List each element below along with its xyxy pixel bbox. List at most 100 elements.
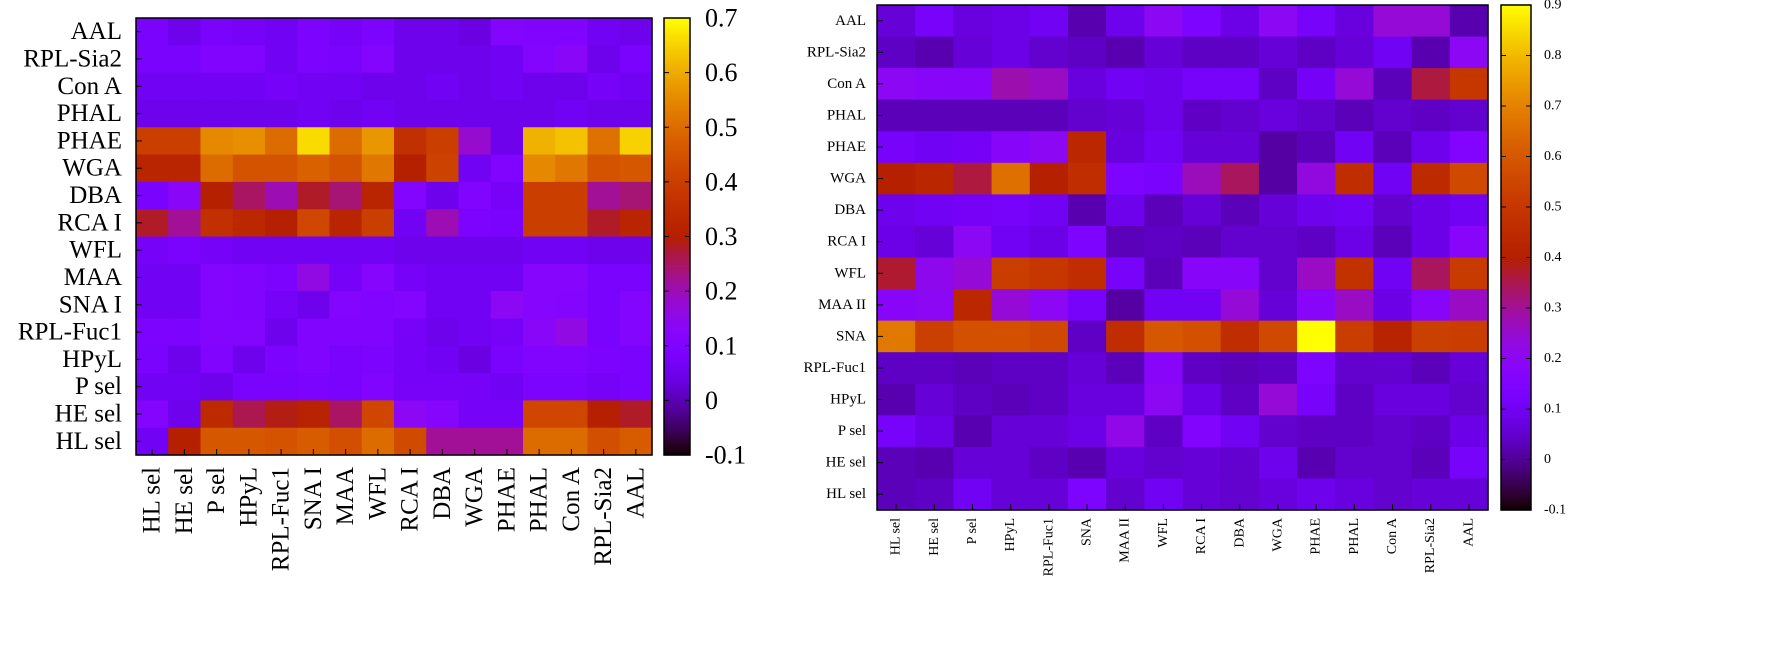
colorbar-segment bbox=[1501, 222, 1531, 226]
colorbar-segment bbox=[664, 240, 690, 244]
heatmap-cell bbox=[1258, 36, 1298, 69]
heatmap-cell bbox=[1106, 415, 1145, 448]
heatmap-cell bbox=[426, 181, 460, 210]
colorbar-segment bbox=[664, 133, 690, 137]
heatmap-cell bbox=[619, 99, 653, 128]
heatmap-cell bbox=[1182, 352, 1222, 385]
heatmap-cell bbox=[458, 127, 492, 156]
colorbar-segment bbox=[1501, 429, 1531, 433]
colorbar-segment bbox=[664, 339, 690, 342]
heatmap-cell bbox=[1297, 446, 1336, 480]
heatmap-cell bbox=[168, 72, 202, 101]
row-label: HL sel bbox=[826, 486, 866, 502]
colorbar-segment bbox=[664, 409, 690, 412]
colorbar-segment bbox=[664, 28, 690, 32]
colorbar-segment bbox=[664, 18, 690, 21]
colorbar-segment bbox=[1501, 343, 1531, 347]
row-label: RPL-Sia2 bbox=[807, 44, 866, 60]
colorbar-segment bbox=[1501, 123, 1531, 127]
colorbar-segment bbox=[1501, 52, 1531, 57]
heatmap-cell bbox=[329, 345, 363, 374]
colorbar-segment bbox=[664, 234, 690, 238]
heatmap-cell bbox=[1373, 415, 1413, 448]
colorbar-segment bbox=[1501, 42, 1531, 47]
heatmap-cell bbox=[1182, 131, 1222, 164]
heatmap-cell bbox=[1144, 5, 1184, 38]
colorbar-segment bbox=[664, 264, 690, 268]
heatmap-cell bbox=[619, 209, 653, 238]
heatmap-cell bbox=[490, 99, 524, 128]
colorbar-segment bbox=[1501, 164, 1531, 168]
heatmap-cell bbox=[915, 257, 954, 290]
heatmap-cell bbox=[1335, 194, 1375, 227]
colorbar-segment bbox=[664, 337, 690, 340]
heatmap-cell bbox=[168, 209, 202, 238]
colorbar-segment bbox=[1501, 146, 1531, 150]
colorbar-segment bbox=[1501, 499, 1531, 504]
heatmap-cell bbox=[1182, 194, 1222, 227]
heatmap-cell bbox=[329, 45, 363, 74]
heatmap-cell bbox=[1297, 194, 1336, 227]
colorbar-segment bbox=[664, 347, 690, 351]
heatmap-cell bbox=[329, 99, 363, 128]
colorbar-segment bbox=[664, 376, 690, 380]
heatmap-cell bbox=[1258, 225, 1298, 259]
heatmap-cell bbox=[426, 318, 460, 347]
colorbar-segment bbox=[664, 236, 690, 240]
colorbar-segment bbox=[664, 59, 690, 63]
heatmap-cell bbox=[1411, 352, 1451, 385]
heatmap-cell bbox=[329, 236, 363, 265]
colorbar-segment bbox=[664, 199, 690, 203]
heatmap-cell bbox=[1411, 257, 1451, 290]
colorbar-segment bbox=[1501, 121, 1531, 125]
colorbar-segment bbox=[664, 413, 690, 417]
colorbar-segment bbox=[1501, 35, 1531, 39]
heatmap-cell bbox=[458, 72, 492, 101]
heatmap-cell bbox=[168, 318, 202, 347]
colorbar-segment bbox=[664, 42, 690, 45]
colorbar-segment bbox=[1501, 260, 1531, 264]
heatmap-cell bbox=[490, 400, 524, 429]
heatmap-cell bbox=[1182, 289, 1222, 322]
colorbar-segment bbox=[664, 415, 690, 419]
colorbar-segment bbox=[664, 66, 690, 69]
heatmap-cell bbox=[991, 131, 1031, 164]
colorbar-segment bbox=[664, 164, 690, 168]
heatmap-cell bbox=[200, 18, 234, 46]
heatmap-cell bbox=[953, 257, 993, 290]
heatmap-cell bbox=[523, 318, 556, 347]
colorbar-segment bbox=[664, 260, 690, 264]
heatmap-cell bbox=[1144, 320, 1184, 353]
heatmap-cell bbox=[458, 291, 492, 320]
heatmap-cell bbox=[426, 127, 460, 156]
heatmap-cell bbox=[200, 345, 234, 374]
column-label: RPL-Sia2 bbox=[1423, 518, 1438, 573]
column-label: HPyL bbox=[1003, 518, 1018, 551]
colorbar-segment bbox=[1501, 426, 1531, 430]
colorbar-segment bbox=[664, 72, 690, 76]
colorbar-segment bbox=[1501, 416, 1531, 420]
colorbar-segment bbox=[1501, 85, 1531, 89]
colorbar-segment bbox=[664, 208, 690, 211]
heatmap-cell bbox=[490, 209, 524, 238]
heatmap-cell bbox=[1029, 99, 1069, 132]
heatmap-cell bbox=[1029, 289, 1069, 322]
heatmap-cell bbox=[1220, 131, 1260, 164]
heatmap-cell bbox=[329, 72, 363, 101]
heatmap-cell bbox=[426, 72, 460, 101]
heatmap-cell bbox=[523, 291, 556, 320]
heatmap-cell bbox=[329, 209, 363, 238]
colorbar-segment bbox=[664, 284, 690, 288]
heatmap-cell bbox=[953, 320, 993, 353]
colorbar-segment bbox=[1501, 489, 1531, 493]
colorbar-segment bbox=[1501, 189, 1531, 193]
heatmap-cell bbox=[555, 236, 589, 265]
heatmap-cell bbox=[915, 194, 954, 227]
heatmap-cell bbox=[1144, 162, 1184, 195]
row-label: HPyL bbox=[830, 392, 866, 408]
heatmap-cell bbox=[1220, 257, 1260, 290]
colorbar-segment bbox=[664, 68, 690, 72]
heatmap-cell bbox=[490, 263, 524, 292]
heatmap-cell bbox=[555, 45, 589, 74]
colorbar-segment bbox=[664, 33, 690, 37]
